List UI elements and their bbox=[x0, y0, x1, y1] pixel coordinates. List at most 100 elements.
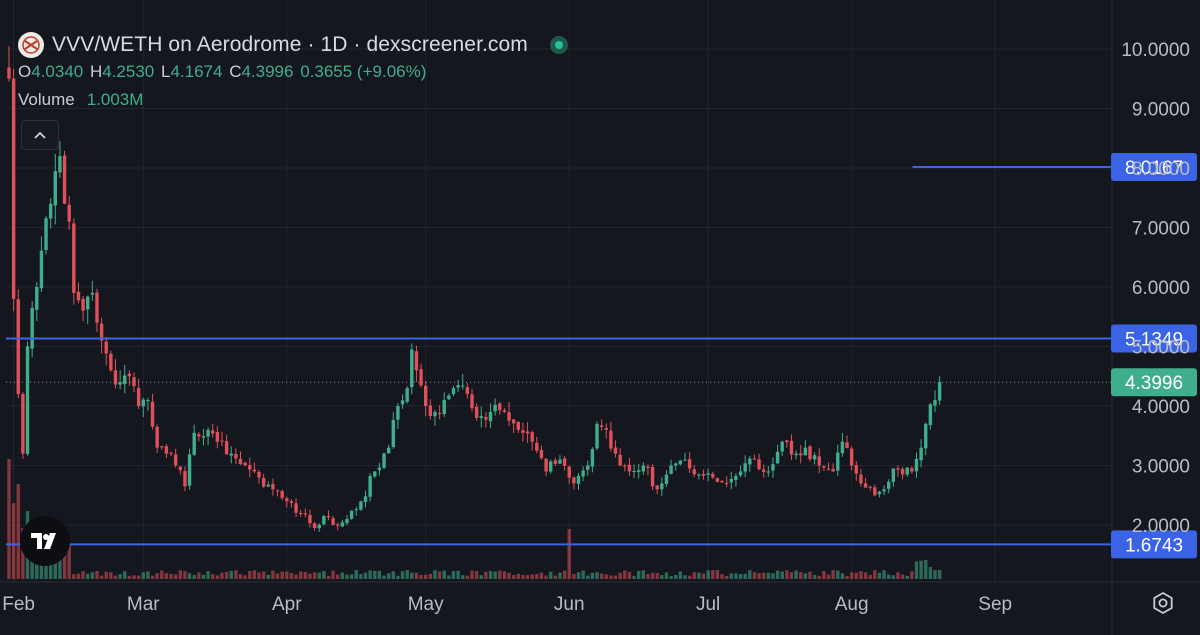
candle-body bbox=[442, 400, 446, 415]
candle-body bbox=[266, 484, 270, 487]
volume-bar bbox=[655, 573, 659, 579]
volume-bar bbox=[627, 571, 632, 579]
candle-body bbox=[11, 78, 16, 299]
gear-icon[interactable] bbox=[1150, 590, 1176, 616]
volume-bar bbox=[785, 570, 789, 579]
high-label: H bbox=[89, 62, 103, 81]
volume-bar bbox=[724, 575, 729, 579]
candle-body bbox=[799, 453, 803, 456]
volume-bar bbox=[211, 574, 215, 579]
volume-bar bbox=[618, 572, 622, 579]
candle-body bbox=[433, 411, 437, 417]
horizontal-level-tag[interactable] bbox=[1111, 530, 1197, 559]
candle-body bbox=[590, 449, 595, 467]
candle-body bbox=[836, 452, 840, 471]
candle-body bbox=[118, 382, 122, 385]
volume-bar bbox=[456, 570, 460, 579]
live-status-icon bbox=[549, 36, 568, 54]
candle-body bbox=[192, 432, 196, 455]
candle-body bbox=[72, 223, 76, 293]
candle-body bbox=[197, 434, 201, 437]
candle-body bbox=[766, 471, 771, 473]
volume-bar bbox=[474, 570, 479, 579]
open-label: O bbox=[18, 62, 32, 81]
volume-bar bbox=[419, 574, 423, 579]
y-tick-label: 5.0000 bbox=[1132, 338, 1190, 359]
volume-bar bbox=[729, 573, 733, 579]
volume-bar bbox=[882, 570, 886, 579]
candle-body bbox=[595, 423, 599, 449]
candle-body bbox=[535, 442, 539, 451]
candle-body bbox=[873, 487, 877, 496]
candle-body bbox=[90, 292, 95, 295]
volume-bar bbox=[136, 575, 141, 579]
candle-body bbox=[771, 464, 775, 471]
candle-body bbox=[905, 467, 909, 475]
volume-bar bbox=[507, 572, 511, 579]
candle-body bbox=[826, 468, 831, 470]
candle-body bbox=[933, 400, 937, 406]
candle-body bbox=[572, 477, 576, 484]
horizontal-levels[interactable]: 8.0167 5.1349 1.6743 4.3996 bbox=[6, 153, 1197, 559]
chevron-up-icon bbox=[34, 131, 46, 139]
volume-bar bbox=[340, 572, 345, 579]
volume-bar bbox=[345, 574, 349, 579]
collapse-legend-button[interactable] bbox=[21, 120, 59, 150]
candle-body bbox=[155, 426, 159, 448]
candle-body bbox=[789, 440, 794, 455]
candle-body bbox=[474, 406, 479, 418]
chart-title: VVV/WETH on Aerodrome · 1D · dexscreener… bbox=[52, 33, 528, 56]
candle-body bbox=[326, 516, 331, 518]
candle-body bbox=[530, 432, 534, 442]
volume-bar bbox=[433, 570, 437, 579]
candle-body bbox=[363, 496, 368, 502]
candle-body bbox=[317, 524, 321, 529]
tradingview-logo-icon[interactable] bbox=[20, 516, 70, 566]
candle-body bbox=[419, 369, 423, 386]
volume-bar bbox=[280, 571, 284, 579]
candle-body bbox=[349, 510, 354, 519]
volume-bar bbox=[155, 573, 159, 579]
candle-body bbox=[7, 67, 11, 79]
volume-bar bbox=[674, 574, 678, 579]
chart-legend: VVV/WETH on Aerodrome · 1D · dexscreener… bbox=[18, 32, 568, 110]
candle-body bbox=[882, 489, 886, 492]
candle-body bbox=[581, 470, 585, 477]
volume-bar bbox=[187, 573, 192, 579]
current-price-tag[interactable] bbox=[1111, 368, 1197, 397]
volume-bar bbox=[734, 573, 738, 579]
volume-bar bbox=[197, 572, 201, 579]
candle-body bbox=[99, 323, 104, 341]
volume-bar bbox=[206, 571, 210, 579]
volume-bar bbox=[697, 572, 701, 579]
volume-bar bbox=[664, 572, 669, 579]
volume-bar bbox=[539, 572, 544, 579]
horizontal-level-tag[interactable] bbox=[1111, 324, 1197, 353]
candle-body bbox=[674, 463, 678, 466]
horizontal-level-tag[interactable] bbox=[1111, 153, 1197, 182]
candle-body bbox=[410, 349, 414, 388]
volume-bar bbox=[298, 571, 303, 579]
candle-body bbox=[261, 477, 266, 487]
price-axis[interactable]: 2.0000 3.0000 4.0000 5.0000 6.0000 7.0000 8.00… bbox=[1121, 40, 1190, 537]
candle-body bbox=[224, 441, 229, 455]
candle-body bbox=[609, 430, 613, 449]
volume-bar bbox=[377, 570, 382, 579]
candle-body bbox=[484, 416, 488, 420]
candle-body bbox=[599, 425, 604, 427]
volume-bar bbox=[178, 570, 183, 579]
candle-body bbox=[692, 469, 696, 475]
candle-body bbox=[849, 448, 854, 466]
candle-body bbox=[924, 423, 928, 449]
volume-bar bbox=[317, 572, 321, 579]
candle-body bbox=[604, 427, 608, 430]
candle-body bbox=[308, 514, 312, 524]
candle-body bbox=[373, 471, 377, 477]
time-axis[interactable]: Feb Mar Apr May Jun Jul Aug Sep bbox=[2, 594, 1012, 615]
volume-bar bbox=[609, 575, 613, 579]
volume-bar bbox=[95, 570, 99, 579]
volume-bar bbox=[711, 570, 715, 579]
volume-bar bbox=[326, 575, 331, 579]
